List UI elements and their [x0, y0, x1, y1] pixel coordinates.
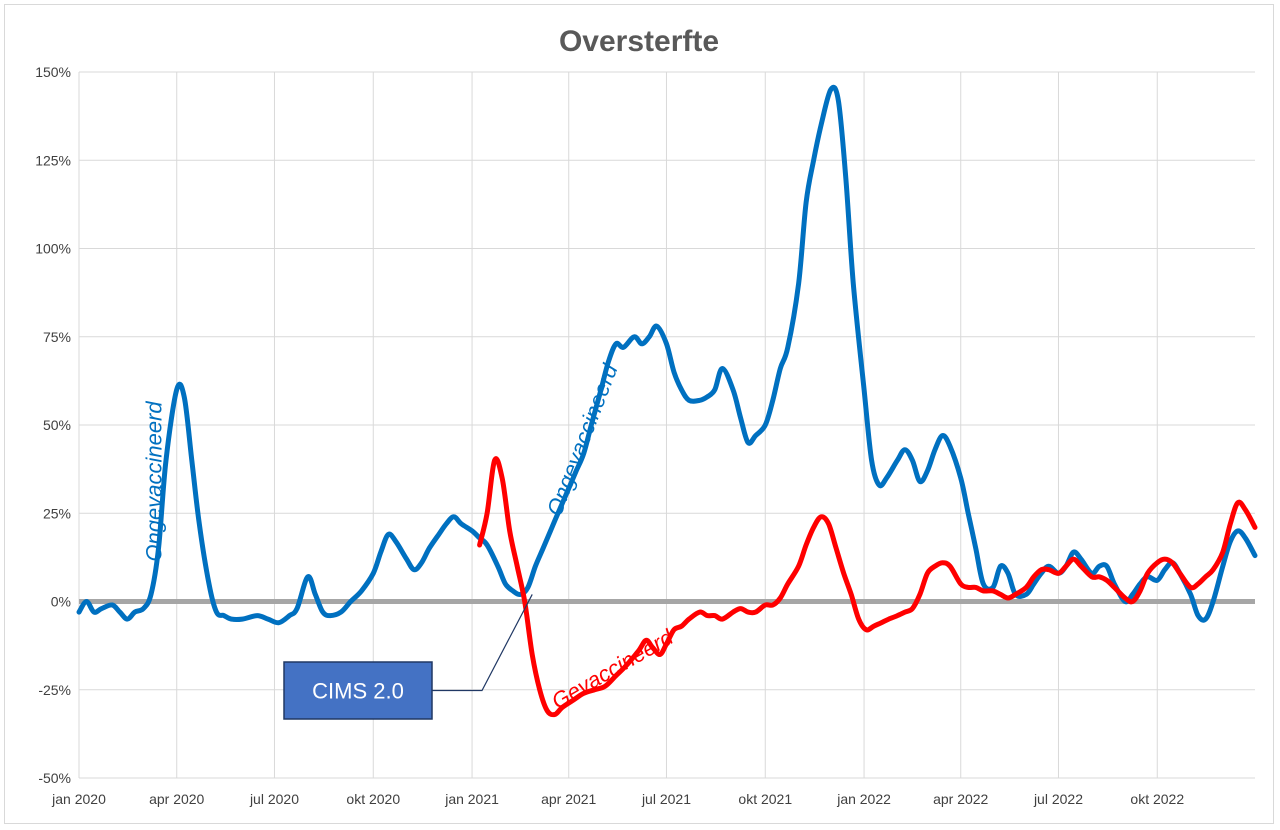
x-tick-label: okt 2020: [346, 791, 400, 807]
series-annotations: Ongevaccineerd Ongevaccineerd Gevaccineerd: [142, 360, 678, 714]
chart-frame: Oversterfte 150% 125% 100% 75% 50% 25% 0% -25% -…: [4, 4, 1274, 824]
axis-tick-labels: 150% 125% 100% 75% 50% 25% 0% -25% -50% jan 2020 a…: [35, 64, 1184, 807]
line-chart: Oversterfte 150% 125% 100% 75% 50% 25% 0% -25% -…: [35, 25, 1258, 807]
x-tick-label: jan 2021: [444, 791, 499, 807]
annotation-gevac: Gevaccineerd: [547, 624, 678, 714]
callout-box: [283, 661, 433, 720]
y-tick-label: 50%: [43, 417, 71, 433]
gridlines: [78, 71, 1255, 779]
y-tick-label: -50%: [38, 770, 71, 786]
x-tick-label: okt 2021: [738, 791, 792, 807]
x-tick-label: jul 2021: [641, 791, 691, 807]
series-line-ongevaccineerd: [76, 84, 1258, 626]
y-tick-label: 125%: [35, 152, 71, 168]
callout-label: CIMS 2.0: [312, 679, 404, 704]
x-tick-label: jan 2022: [836, 791, 891, 807]
x-tick-label: okt 2022: [1130, 791, 1184, 807]
annotation-ongev2: Ongevaccineerd: [542, 360, 623, 519]
y-tick-label: 150%: [35, 64, 71, 80]
x-tick-label: jul 2022: [1033, 791, 1083, 807]
y-tick-label: 100%: [35, 241, 71, 257]
chart-title: Oversterfte: [559, 25, 719, 58]
x-tick-label: jan 2020: [51, 791, 106, 807]
y-tick-label: 75%: [43, 329, 71, 345]
x-tick-label: jul 2020: [249, 791, 299, 807]
series-line-gevaccineerd: [477, 456, 1258, 718]
x-tick-label: apr 2021: [541, 791, 596, 807]
y-tick-label: -25%: [38, 682, 71, 698]
callout-connector: [432, 594, 533, 692]
x-tick-label: apr 2022: [933, 791, 988, 807]
y-tick-label: 0%: [51, 594, 71, 610]
series-lines: [76, 84, 1258, 718]
x-tick-label: apr 2020: [149, 791, 204, 807]
callout-group: CIMS 2.0: [283, 594, 533, 720]
annotation-ongev1: Ongevaccineerd: [142, 401, 167, 562]
y-tick-label: 25%: [43, 505, 71, 521]
